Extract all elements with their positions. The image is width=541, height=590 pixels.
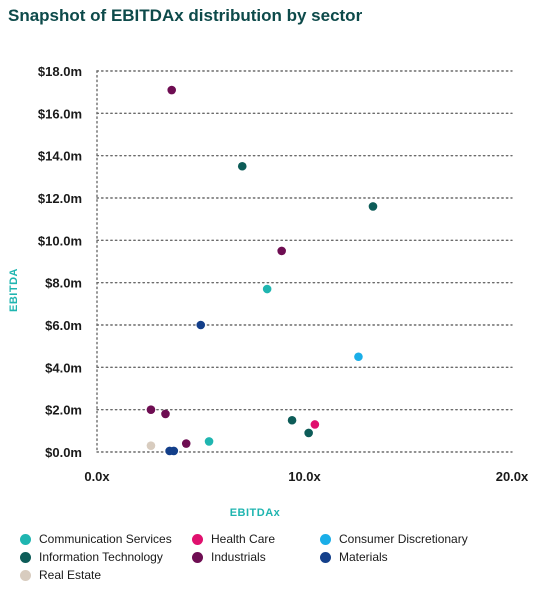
y-tick-labels: $0.0m $2.0m $4.0m $6.0m $8.0m $10.0m $12.0m $14…	[38, 64, 82, 460]
y-axis-label: EBITDA	[8, 268, 20, 312]
legend-swatch	[20, 533, 31, 545]
legend-item: Real Estate	[20, 568, 101, 582]
x-tick-label: 0.0x	[84, 469, 110, 484]
y-tick-label: $0.0m	[45, 445, 82, 460]
y-tick-label: $16.0m	[38, 106, 82, 121]
x-tick-label: 20.0x	[496, 469, 529, 484]
scatter-chart: $0.0m $2.0m $4.0m $6.0m $8.0m $10.0m $12.0m $14…	[8, 64, 529, 519]
data-point	[196, 320, 206, 330]
x-tick-labels: 0.0x 10.0x 20.0x	[84, 469, 529, 484]
legend-swatch	[320, 533, 331, 545]
legend-label: Information Technology	[39, 550, 163, 564]
data-point	[287, 415, 297, 425]
data-point	[354, 352, 363, 362]
data-point	[146, 405, 156, 414]
legend-item: Communication Services	[20, 532, 172, 546]
legend-item: Materials	[320, 550, 388, 564]
gridlines	[96, 70, 513, 453]
y-tick-label: $18.0m	[38, 64, 82, 79]
legend-label: Industrials	[211, 550, 266, 564]
data-point	[146, 441, 156, 450]
legend-swatch	[320, 551, 331, 563]
legend-label: Communication Services	[39, 532, 172, 546]
legend-label: Health Care	[211, 532, 276, 546]
y-tick-label: $6.0m	[45, 318, 82, 333]
data-point	[204, 437, 214, 446]
legend-label: Materials	[339, 550, 388, 564]
y-tick-label: $12.0m	[38, 191, 82, 206]
data-point	[237, 161, 247, 171]
data-point	[304, 428, 313, 438]
data-point	[277, 246, 286, 256]
data-point	[368, 202, 378, 211]
data-point	[310, 420, 320, 429]
y-tick-label: $10.0m	[38, 233, 82, 248]
data-point	[181, 439, 191, 448]
legend-swatch	[20, 569, 31, 581]
legend-item: Industrials	[192, 550, 266, 564]
y-tick-label: $4.0m	[45, 360, 82, 375]
legend-item: Information Technology	[20, 550, 163, 564]
data-point	[169, 446, 179, 456]
data-points	[146, 85, 378, 456]
data-point	[262, 284, 272, 294]
legend-item: Consumer Discretionary	[320, 532, 468, 546]
legend-item: Health Care	[192, 532, 275, 546]
data-point	[161, 409, 170, 419]
legend-swatch	[192, 533, 203, 545]
legend-swatch	[192, 551, 203, 563]
y-tick-label: $14.0m	[38, 149, 82, 164]
legend-label: Real Estate	[39, 568, 102, 582]
x-axis-label: EBITDAx	[230, 507, 281, 519]
y-tick-label: $8.0m	[45, 276, 82, 291]
chart-title: Snapshot of EBITDAx distribution by sect…	[8, 6, 363, 25]
y-tick-label: $2.0m	[45, 403, 82, 418]
data-point	[167, 85, 176, 95]
legend-label: Consumer Discretionary	[339, 532, 468, 546]
x-tick-label: 10.0x	[288, 469, 321, 484]
legend-swatch	[20, 551, 31, 563]
